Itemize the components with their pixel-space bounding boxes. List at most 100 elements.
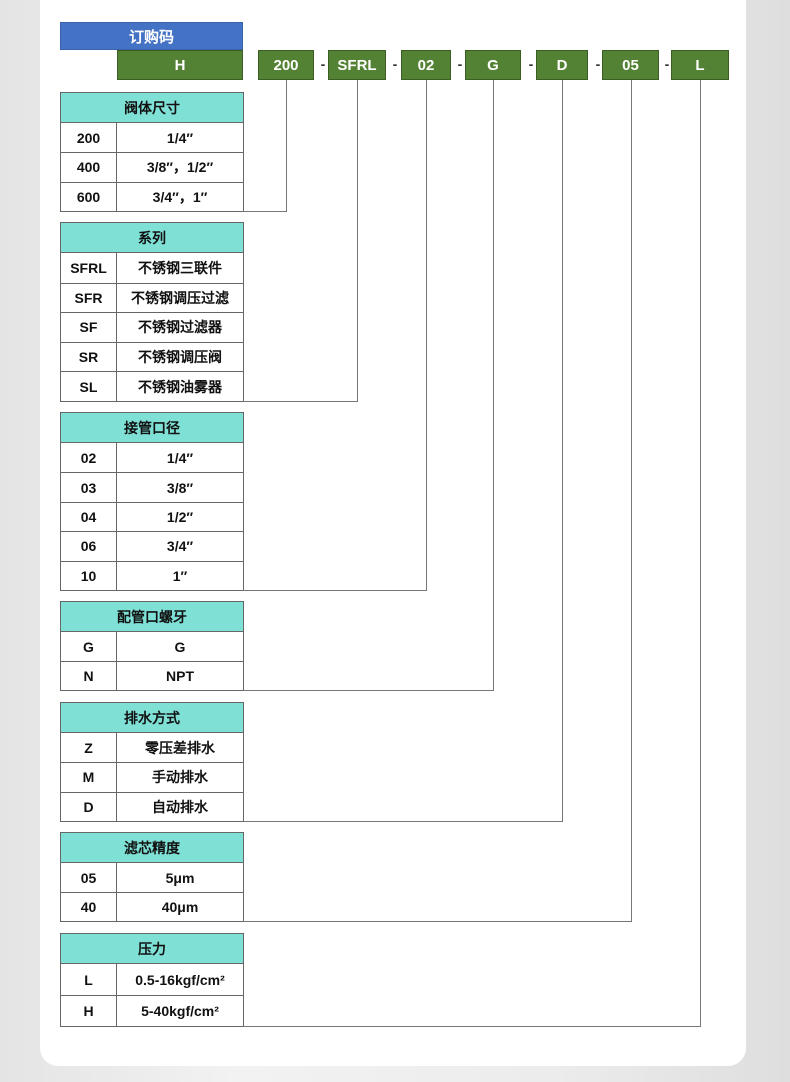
table-row: 10 1″ — [61, 560, 243, 590]
option-description: 3/8″ — [166, 479, 194, 496]
option-description: 3/8″，1/2″ — [146, 159, 214, 176]
option-code: D — [61, 792, 117, 821]
connector-line — [631, 80, 632, 921]
connector-line — [426, 80, 427, 590]
option-description: 5-40kgf/cm² — [141, 1003, 219, 1019]
table-header: 配管口螺牙 — [61, 602, 243, 632]
option-table: 压力 L 0.5-16kgf/cm² H 5-40kgf/cm² — [60, 933, 244, 1027]
table-row: 06 3/4″ — [61, 531, 243, 561]
connector-line — [243, 690, 494, 692]
option-description: 3/4″ — [166, 538, 194, 555]
option-description: 1/4″ — [166, 129, 194, 146]
table-row: L 0.5-16kgf/cm² — [61, 964, 243, 995]
table-header: 压力 — [61, 934, 243, 964]
option-description: 不锈钢调压阀 — [138, 349, 222, 366]
option-description: 1″ — [172, 567, 188, 584]
option-description: 自动排水 — [152, 798, 208, 815]
table-row: Z 零压差排水 — [61, 733, 243, 763]
option-code: L — [61, 964, 117, 995]
table-header: 系列 — [61, 223, 243, 253]
option-code: 05 — [61, 863, 117, 892]
option-description: 手动排水 — [152, 769, 208, 786]
table-row: SF 不锈钢过滤器 — [61, 312, 243, 342]
option-description: 不锈钢三联件 — [138, 259, 222, 276]
table-row: M 手动排水 — [61, 762, 243, 792]
option-code: Z — [61, 733, 117, 763]
code-segment-7: L — [671, 50, 729, 80]
separator: - — [528, 56, 534, 72]
option-description: 不锈钢调压过滤 — [131, 289, 229, 306]
table-header: 滤芯精度 — [61, 833, 243, 863]
code-segment-4: G — [465, 50, 521, 80]
option-table: 阀体尺寸 200 1/4″ 400 3/8″，1/2″ 600 3/4″，1″ — [60, 92, 244, 212]
table-row: 03 3/8″ — [61, 472, 243, 502]
option-table: 系列 SFRL 不锈钢三联件 SFR 不锈钢调压过滤 SF 不锈钢过滤器 SR 不锈钢调压阀 SL… — [60, 222, 244, 402]
option-code: 04 — [61, 502, 117, 532]
separator: - — [457, 56, 463, 72]
table-row: 05 5μm — [61, 863, 243, 892]
connector-line — [562, 80, 563, 821]
option-code: 600 — [61, 182, 117, 211]
code-segment-0: H — [117, 50, 243, 80]
table-row: SFRL 不锈钢三联件 — [61, 253, 243, 283]
table-row: 600 3/4″，1″ — [61, 181, 243, 211]
option-table: 滤芯精度 05 5μm 40 40μm — [60, 832, 244, 922]
code-segment-6: 05 — [602, 50, 659, 80]
connector-line — [243, 210, 287, 212]
option-description: 1/4″ — [166, 449, 194, 466]
option-table: 配管口螺牙 G G N NPT — [60, 601, 244, 692]
option-description: 40μm — [161, 899, 199, 915]
table-row: SR 不锈钢调压阀 — [61, 341, 243, 372]
table-row: SL 不锈钢油雾器 — [61, 371, 243, 401]
option-code: SR — [61, 342, 117, 372]
option-description: G — [174, 638, 186, 655]
option-code: G — [61, 632, 117, 662]
table-row: 200 1/4″ — [61, 123, 243, 153]
table-row: H 5-40kgf/cm² — [61, 995, 243, 1026]
option-code: SF — [61, 313, 117, 342]
connector-line — [243, 401, 358, 402]
option-code: 03 — [61, 473, 117, 502]
option-code: 06 — [61, 532, 117, 561]
option-description: 0.5-16kgf/cm² — [135, 971, 225, 988]
connector-line — [243, 590, 427, 591]
option-description: 不锈钢油雾器 — [138, 378, 222, 395]
option-description: 3/4″，1″ — [152, 188, 208, 205]
separator: - — [664, 56, 670, 72]
option-code: N — [61, 662, 117, 691]
connector-line — [700, 80, 701, 1026]
option-code: 10 — [61, 561, 117, 590]
option-table: 排水方式 Z 零压差排水 M 手动排水 D 自动排水 — [60, 702, 244, 822]
code-segment-1: 200 — [258, 50, 314, 80]
table-row: 40 40μm — [61, 892, 243, 921]
option-description: 不锈钢过滤器 — [138, 319, 222, 336]
table-row: 02 1/4″ — [61, 443, 243, 473]
order-code-title: 订购码 — [60, 22, 243, 50]
table-row: D 自动排水 — [61, 791, 243, 821]
option-code: H — [61, 996, 117, 1026]
separator: - — [392, 56, 398, 72]
code-segment-5: D — [536, 50, 588, 80]
connector-line — [243, 1026, 701, 1027]
code-segment-3: 02 — [401, 50, 451, 80]
option-description: NPT — [166, 668, 194, 685]
option-code: 200 — [61, 123, 117, 153]
option-code: 40 — [61, 893, 117, 921]
connector-line — [357, 80, 358, 401]
table-header: 排水方式 — [61, 703, 243, 733]
connector-line — [286, 80, 287, 211]
table-header: 阀体尺寸 — [61, 93, 243, 123]
option-description: 零压差排水 — [145, 739, 215, 756]
option-code: M — [61, 763, 117, 792]
option-code: 02 — [61, 443, 117, 473]
code-segment-2: SFRL — [328, 50, 386, 80]
option-table: 接管口径 02 1/4″ 03 3/8″ 04 1/2″ 06 3/4″ 10 1″ — [60, 412, 244, 591]
option-code: SFR — [61, 283, 117, 313]
connector-line — [493, 80, 494, 691]
table-row: 400 3/8″，1/2″ — [61, 152, 243, 182]
separator: - — [595, 56, 601, 72]
table-row: 04 1/2″ — [61, 501, 243, 532]
option-code: SL — [61, 372, 117, 401]
table-header: 接管口径 — [61, 413, 243, 443]
